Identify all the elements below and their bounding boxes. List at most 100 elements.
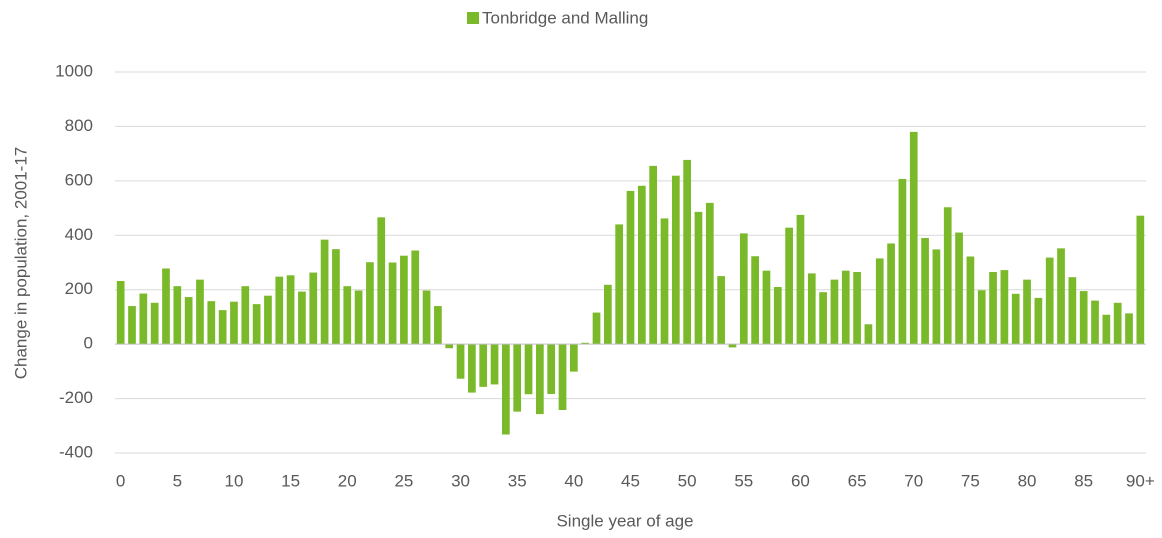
bar	[660, 218, 669, 345]
bar	[1011, 293, 1020, 345]
bar	[739, 233, 748, 345]
bar	[207, 301, 216, 345]
x-tick-label: 40	[564, 471, 583, 490]
bar	[649, 165, 658, 345]
bar	[388, 262, 397, 345]
bar	[626, 190, 635, 345]
bar	[252, 304, 261, 345]
bar	[490, 344, 499, 385]
bar	[898, 178, 907, 345]
x-tick-label: 65	[848, 471, 867, 490]
bar	[411, 250, 420, 345]
bar	[694, 211, 703, 345]
bar	[150, 302, 159, 345]
bar	[264, 295, 272, 345]
x-tick-label: 0	[116, 471, 125, 490]
x-tick-label: 60	[791, 471, 810, 490]
bar	[366, 262, 374, 345]
bar	[1068, 277, 1077, 345]
bar	[513, 344, 522, 412]
bar	[683, 159, 692, 345]
bar	[128, 306, 136, 345]
bar	[875, 258, 884, 345]
x-tick-label: 45	[621, 471, 640, 490]
bar	[1102, 314, 1111, 345]
bar	[1034, 297, 1043, 345]
x-tick-label: 80	[1018, 471, 1037, 490]
x-tick-label: 35	[508, 471, 527, 490]
bar	[796, 214, 805, 345]
bar	[354, 290, 363, 345]
bar	[909, 131, 918, 345]
bar	[434, 306, 442, 345]
y-tick-label: 0	[84, 334, 93, 353]
bar	[230, 301, 238, 345]
bar	[807, 273, 816, 345]
x-tick-label: 55	[734, 471, 753, 490]
bar	[116, 281, 125, 345]
bar	[830, 279, 839, 345]
bar	[320, 239, 329, 345]
y-tick-label: 800	[65, 116, 93, 135]
bar	[887, 243, 895, 345]
bar	[536, 344, 544, 415]
bar	[400, 255, 408, 345]
bar	[864, 324, 873, 345]
y-tick-label: 1000	[55, 61, 93, 80]
bar	[977, 290, 986, 345]
bar	[218, 310, 227, 345]
x-tick-label: 90+	[1126, 471, 1155, 490]
bar	[989, 272, 997, 345]
bar	[1136, 215, 1145, 345]
bar	[286, 275, 295, 345]
bar	[785, 227, 793, 345]
legend-swatch	[467, 12, 479, 24]
y-tick-label: 200	[65, 279, 93, 298]
bar	[932, 249, 941, 345]
y-axis-title: Change in population, 2001-17	[11, 147, 30, 380]
bar	[343, 286, 352, 345]
x-tick-label: 25	[394, 471, 413, 490]
bar	[422, 290, 431, 345]
bar	[1045, 257, 1054, 345]
bar	[1000, 270, 1009, 345]
bar	[139, 293, 148, 345]
x-axis-title: Single year of age	[556, 511, 693, 530]
bar	[502, 344, 510, 435]
bar	[955, 232, 963, 345]
bar	[671, 175, 680, 345]
bar	[1023, 279, 1031, 345]
bar	[921, 238, 929, 345]
bar	[728, 344, 737, 348]
x-tick-label: 15	[281, 471, 300, 490]
bar	[773, 286, 782, 345]
bar	[547, 344, 556, 394]
x-tick-label: 30	[451, 471, 470, 490]
bar	[1113, 302, 1122, 345]
x-tick-label: 50	[678, 471, 697, 490]
bar	[603, 284, 612, 345]
bar	[468, 344, 476, 393]
bar	[173, 286, 182, 345]
x-tick-label: 20	[338, 471, 357, 490]
bar	[853, 272, 861, 345]
y-tick-label: -200	[59, 388, 93, 407]
legend-label: Tonbridge and Malling	[482, 8, 648, 27]
bar	[637, 185, 646, 345]
bar	[298, 291, 306, 345]
bar	[751, 256, 759, 345]
bar	[841, 270, 850, 345]
bar	[196, 279, 204, 345]
x-tick-label: 75	[961, 471, 980, 490]
bar	[581, 342, 590, 345]
bar	[943, 207, 952, 345]
bar	[558, 344, 567, 411]
bar	[966, 256, 975, 345]
y-tick-label: -400	[59, 442, 93, 461]
bar	[479, 344, 488, 387]
y-tick-label: 400	[65, 225, 93, 244]
bar	[309, 272, 318, 345]
bar	[819, 292, 827, 345]
bar	[1125, 313, 1133, 345]
